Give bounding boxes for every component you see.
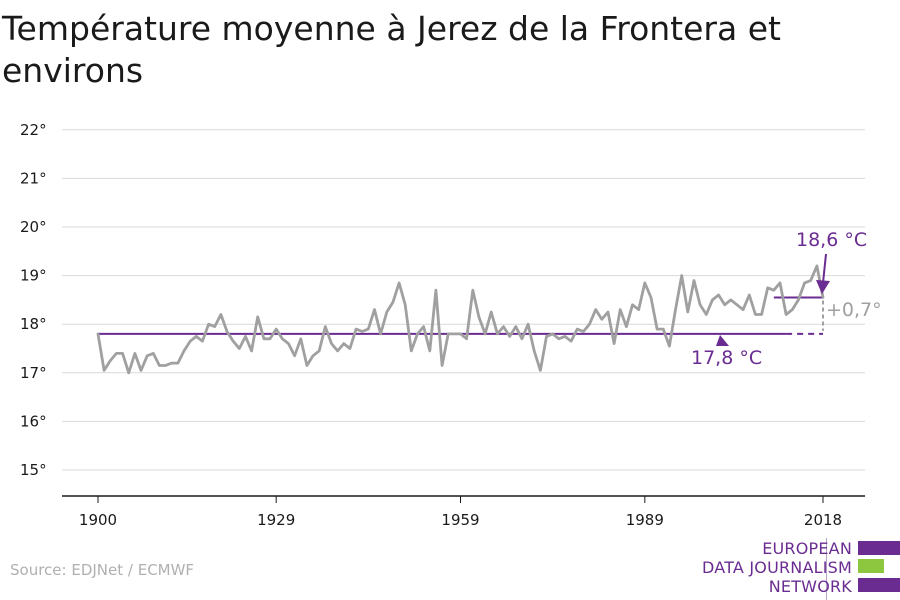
baseline-average-arrowhead xyxy=(716,335,729,346)
logo-divider xyxy=(826,538,827,600)
y-tick-label: 15° xyxy=(20,461,47,479)
y-tick-label: 16° xyxy=(20,412,47,430)
logo-bar-purple-bottom xyxy=(858,578,900,592)
y-axis: 15° 16° 17° 18° 19° 20° 21° 22° xyxy=(20,121,47,479)
series-group xyxy=(96,264,825,375)
x-axis: 1900 1929 1959 1989 2018 xyxy=(62,495,865,529)
y-tick-label: 20° xyxy=(20,218,47,236)
y-tick-label: 17° xyxy=(20,364,47,382)
recent-average-label: 18,6 °C xyxy=(796,229,867,251)
logo-bar-green xyxy=(858,559,884,573)
x-tick-label: 1929 xyxy=(257,511,295,529)
x-tick-label: 1959 xyxy=(441,511,479,529)
temperature-series-line xyxy=(96,264,825,375)
logo-line-1: EUROPEAN xyxy=(762,539,852,558)
gridlines xyxy=(62,129,865,471)
x-tick-label: 2018 xyxy=(804,511,842,529)
chart-title: Température moyenne à Jerez de la Fronte… xyxy=(2,9,781,90)
y-tick-label: 21° xyxy=(20,169,47,187)
logo-line-2: DATA JOURNALISM xyxy=(702,558,852,577)
y-tick-label: 19° xyxy=(20,267,47,285)
x-tick-label: 1900 xyxy=(79,511,117,529)
y-tick-label: 22° xyxy=(20,121,47,139)
annotations: +0,7° 18,6 °C 17,8 °C xyxy=(691,229,882,369)
logo-bar-purple-top xyxy=(858,541,900,555)
y-tick-label: 18° xyxy=(20,315,47,333)
logo-line-3: NETWORK xyxy=(768,577,852,596)
source-note: Source: EDJNet / ECMWF xyxy=(10,561,195,579)
baseline-average-label: 17,8 °C xyxy=(691,347,762,369)
x-tick-label: 1989 xyxy=(626,511,664,529)
recent-average-arrow xyxy=(822,253,827,284)
recent-average-arrowhead xyxy=(816,280,830,294)
difference-label: +0,7° xyxy=(826,299,882,321)
edjnet-logo: EUROPEAN DATA JOURNALISM NETWORK xyxy=(700,538,900,600)
